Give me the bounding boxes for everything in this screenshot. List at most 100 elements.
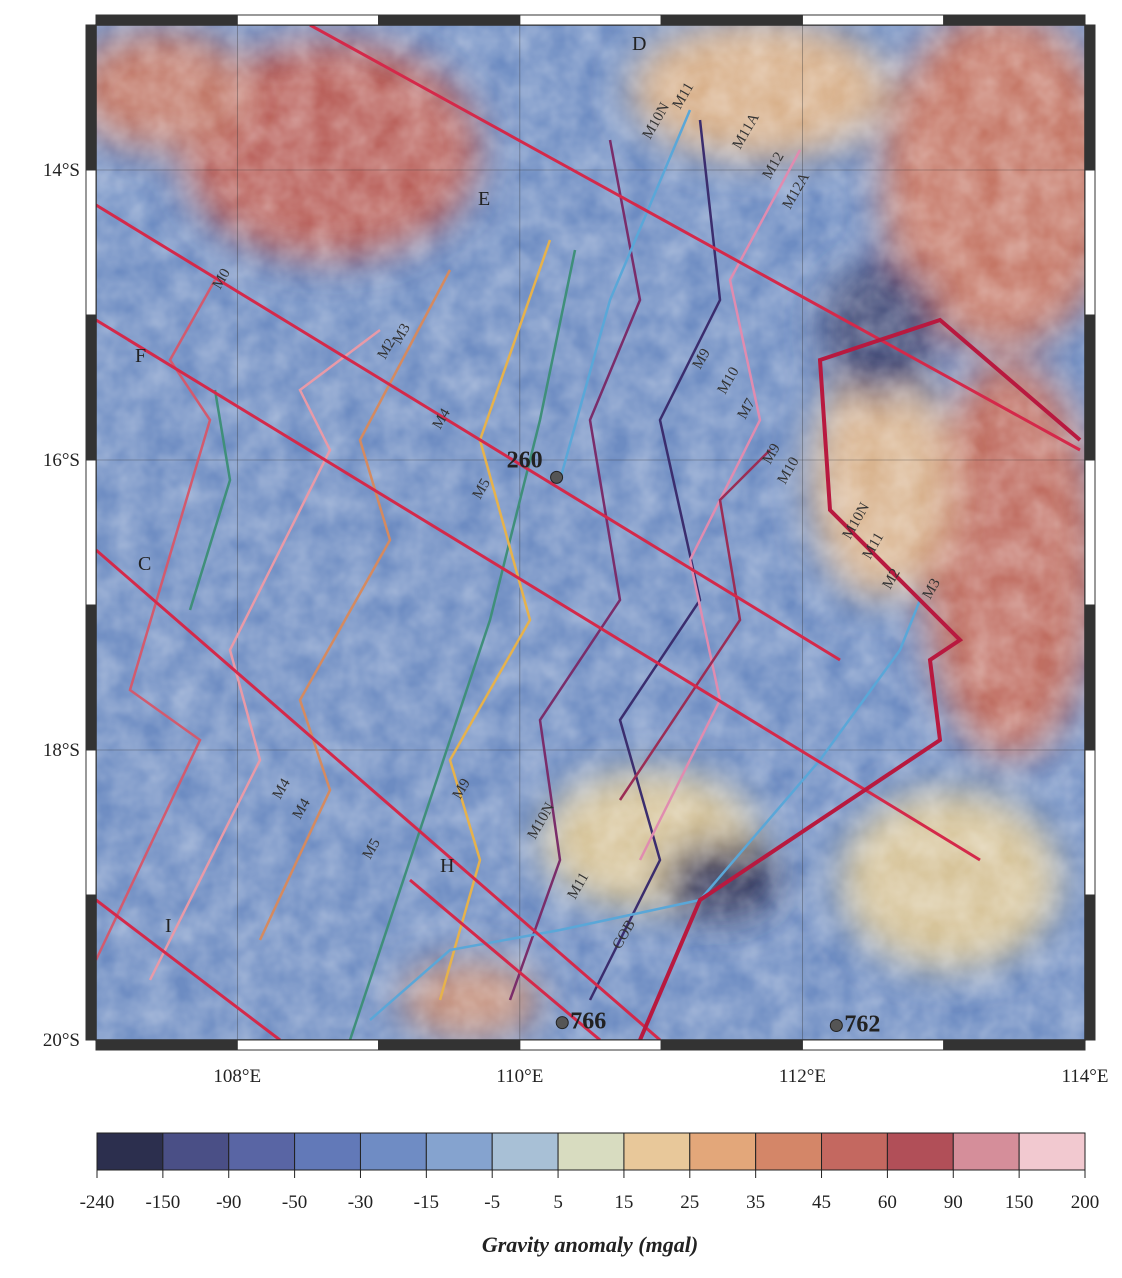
x-tick-label: 108°E: [213, 1066, 261, 1087]
border-segment: [95, 1039, 238, 1051]
border-segment: [519, 14, 662, 26]
colorbar-tick-label: -15: [414, 1192, 439, 1213]
border-segment: [95, 14, 238, 26]
border-segment: [85, 314, 97, 461]
colorbar-tick-label: 35: [746, 1192, 765, 1213]
border-segment: [378, 14, 521, 26]
border-segment: [1084, 459, 1096, 606]
overlays: [96, 25, 1085, 1040]
colorbar-tick-label: 45: [812, 1192, 831, 1213]
site-label: 766: [570, 1009, 606, 1035]
colorbar-swatch: [294, 1132, 361, 1171]
border-segment: [801, 1039, 945, 1051]
y-tick-label: 14°S: [43, 160, 80, 181]
x-tick-label: 114°E: [1062, 1066, 1109, 1087]
border-segment: [1084, 314, 1096, 461]
profile-line: [96, 898, 281, 1040]
profile-label: H: [440, 855, 454, 877]
site-marker: [555, 1016, 569, 1030]
colorbar-tick-label: -240: [80, 1192, 115, 1213]
isochron: [438, 239, 552, 1001]
colorbar-swatch: [162, 1132, 230, 1171]
profile-line: [309, 25, 1081, 452]
colorbar-tick-label: -30: [348, 1192, 373, 1213]
x-tick-label: 112°E: [779, 1066, 826, 1087]
border-segment: [1084, 604, 1096, 751]
profile-label: D: [632, 33, 646, 55]
border-segment: [378, 1039, 521, 1051]
colorbar-swatch: [228, 1132, 296, 1171]
border-segment: [85, 459, 97, 606]
border-segment: [85, 894, 97, 1041]
colorbar-tick-label: -5: [484, 1192, 500, 1213]
isochron: [258, 269, 452, 941]
x-tick-label: 110°E: [496, 1066, 543, 1087]
colorbar-swatch: [952, 1132, 1020, 1171]
isochron: [188, 389, 232, 611]
profile-label: I: [165, 915, 172, 937]
colorbar-tick-label: 25: [680, 1192, 699, 1213]
colorbar-tick-label: 60: [878, 1192, 897, 1213]
colorbar-tick-label: 200: [1071, 1192, 1100, 1213]
map-border: [85, 14, 1096, 1051]
cob-line: [638, 317, 1082, 1040]
colorbar-swatch: [96, 1132, 164, 1171]
y-tick-label: 20°S: [43, 1030, 80, 1051]
colorbar-swatch: [359, 1132, 427, 1171]
map-area: [96, 25, 1085, 1040]
isochron: [148, 329, 381, 981]
isochron: [508, 139, 642, 1001]
colorbar-tick-label: 90: [944, 1192, 963, 1213]
border-segment: [1084, 24, 1096, 171]
site-marker: [829, 1019, 843, 1032]
site-label: 260: [507, 447, 543, 473]
colorbar-tick-label: 150: [1005, 1192, 1034, 1213]
colorbar-swatch: [689, 1132, 757, 1171]
profile-label: F: [135, 345, 146, 367]
colorbar-swatch: [755, 1132, 823, 1171]
y-tick-label: 18°S: [43, 740, 80, 761]
profile-label: E: [478, 188, 490, 210]
y-tick-label: 16°S: [43, 450, 80, 471]
colorbar-tick-label: 5: [553, 1192, 563, 1213]
profile-line: [96, 318, 981, 862]
border-segment: [236, 1039, 380, 1051]
isochron: [618, 449, 771, 801]
border-segment: [660, 1039, 803, 1051]
colorbar-swatch: [886, 1132, 954, 1171]
border-segment: [85, 604, 97, 751]
isochron: [96, 279, 217, 961]
colorbar-swatch: [821, 1132, 888, 1171]
colorbar-tick-label: 15: [614, 1192, 633, 1213]
border-segment: [943, 14, 1086, 26]
border-segment: [801, 14, 945, 26]
site-marker: [550, 470, 564, 484]
border-segment: [85, 749, 97, 896]
border-segment: [943, 1039, 1086, 1051]
isochron: [348, 249, 577, 1040]
texture: [96, 25, 1085, 1040]
border-segment: [1084, 169, 1096, 316]
border-segment: [85, 169, 97, 316]
isochron: [588, 119, 722, 1001]
colorbar-swatch: [623, 1132, 691, 1171]
site-label: 762: [844, 1012, 880, 1038]
border-segment: [1084, 894, 1096, 1041]
colorbar-tick-label: -90: [216, 1192, 241, 1213]
profile-line: [96, 548, 661, 1040]
border-segment: [660, 14, 803, 26]
isochron: [638, 149, 802, 861]
border-segment: [1084, 749, 1096, 896]
colorbar-tick-label: -50: [282, 1192, 307, 1213]
colorbar-swatch: [491, 1132, 559, 1171]
border-segment: [236, 14, 380, 26]
profile-line: [96, 203, 841, 662]
border-segment: [85, 24, 97, 171]
colorbar-swatch: [557, 1132, 625, 1171]
isochron: [558, 109, 692, 481]
profile-line: [409, 878, 601, 1040]
profile-label: C: [138, 553, 151, 575]
colorbar-swatch: [1018, 1132, 1086, 1171]
border-segment: [519, 1039, 662, 1051]
